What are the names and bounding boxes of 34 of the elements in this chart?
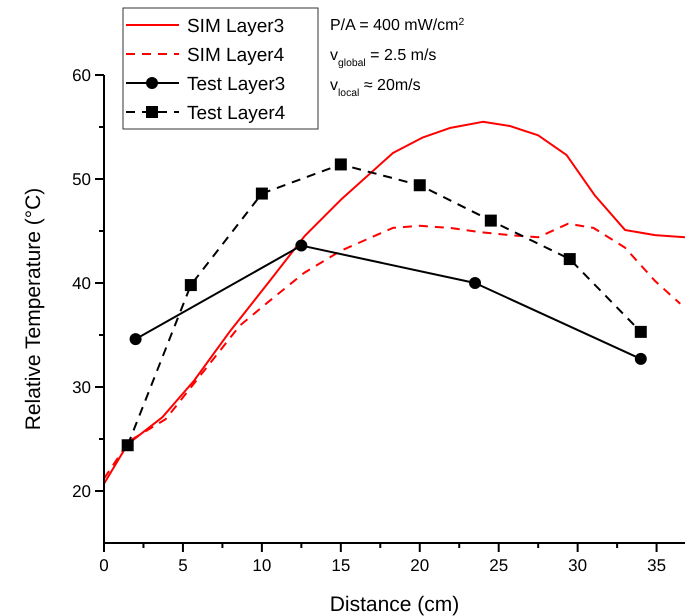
point [484,214,497,227]
x-tick-label: 20 [410,556,430,575]
annotation: v$_{local}$ ≈ 20m/s [330,77,421,98]
x-tick-label: 10 [252,556,272,575]
y-axis-title: Relative Temperature (°C) [22,188,45,430]
point [295,240,308,252]
y-tick-label: 30 [72,378,91,397]
point [564,253,576,266]
x-tick-label: 35 [647,556,666,575]
y-tick-label: 60 [72,66,91,85]
y-tick-label: 20 [72,482,91,501]
point [469,277,482,289]
legend-label: SIM Layer3 [187,16,284,37]
x-tick-label: 30 [568,556,588,575]
text: v$_{global}$ = 2.5 m/s [330,47,436,68]
point [634,352,647,365]
point [634,326,647,338]
y-tick-label: 40 [72,274,91,293]
point [184,279,197,292]
x-tick-label: 15 [331,556,350,575]
point [256,188,268,200]
x-tick-label: 25 [489,556,508,575]
point [130,333,142,346]
legend-label: SIM Layer4 [187,45,285,66]
text: P/A = 400 mW/cm$^{2}$ [330,16,464,34]
point [122,439,134,452]
y-tick-label: 50 [72,170,91,189]
legend-label: Test Layer4 [187,103,286,124]
x-axis-title: Distance (cm) [330,593,460,616]
point [414,179,426,192]
legend-label: Test Layer3 [187,74,286,95]
x-tick-label: 0 [99,556,109,575]
x-tick-label: 5 [178,556,188,575]
point [334,158,347,170]
